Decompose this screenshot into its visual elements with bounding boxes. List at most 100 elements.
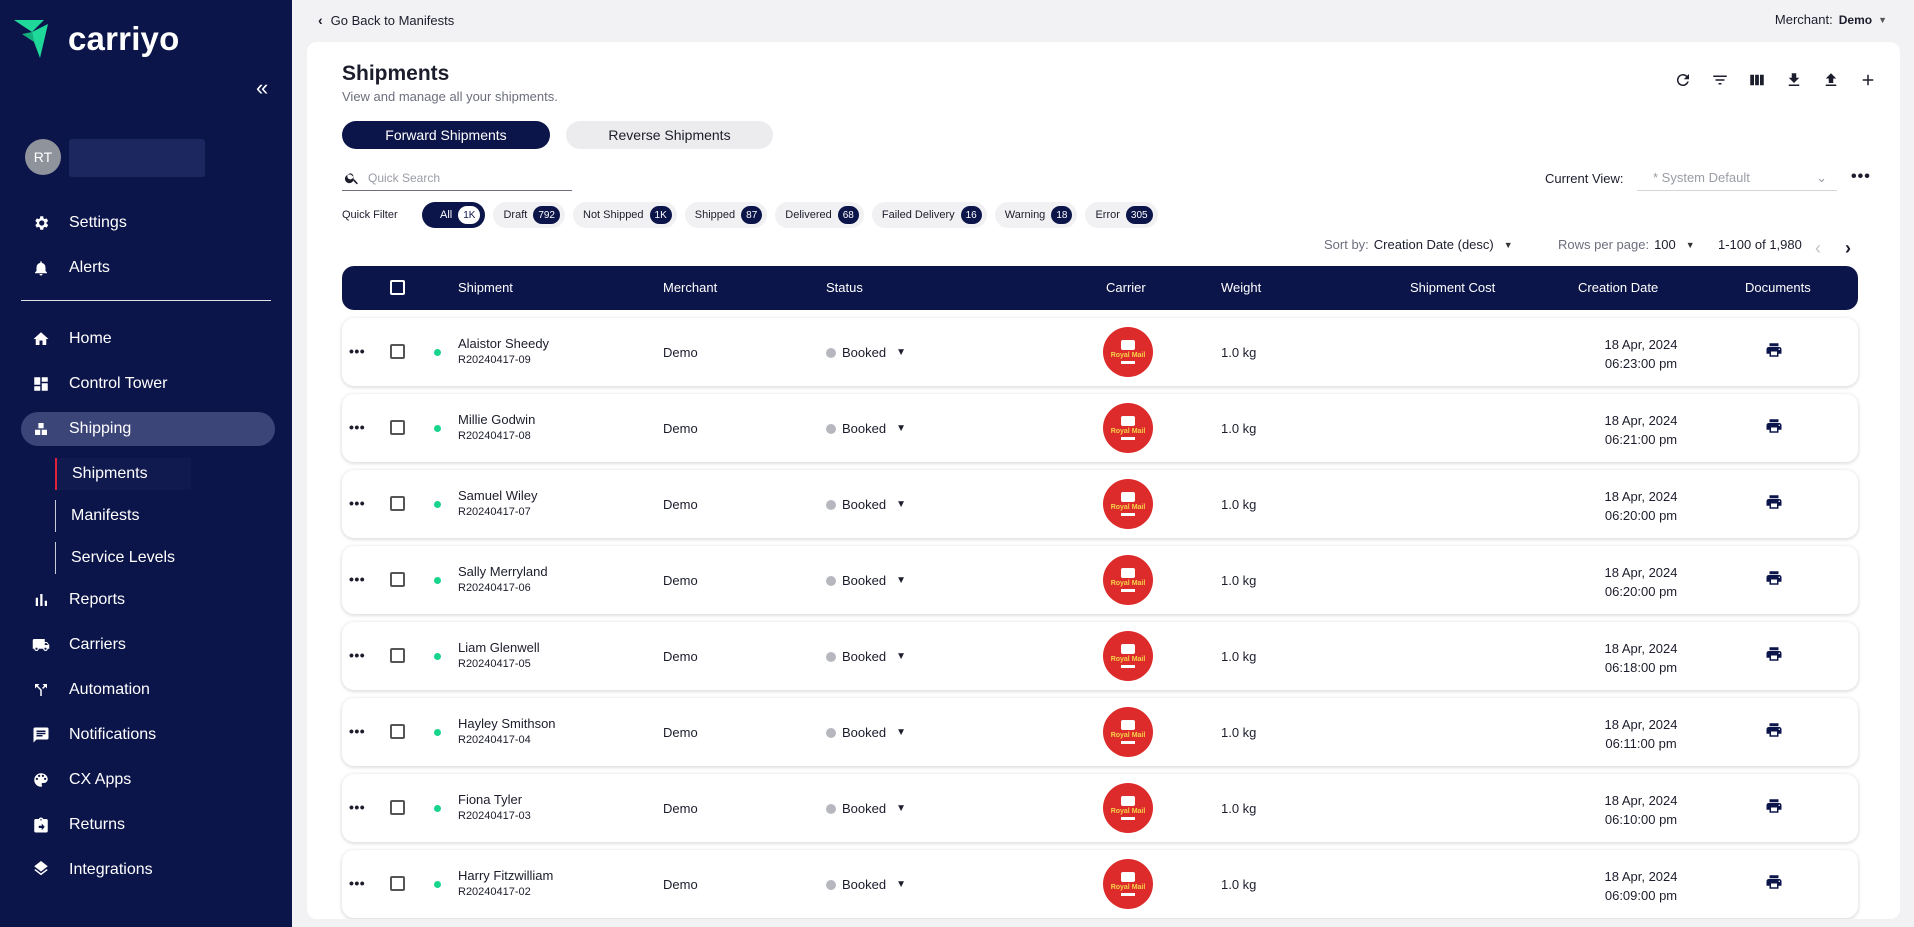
next-page-icon[interactable]: › (1845, 238, 1851, 258)
status-dropdown[interactable]: Booked ▼ (826, 801, 906, 816)
print-icon[interactable] (1765, 797, 1785, 817)
sort-selector[interactable]: Sort by: Creation Date (desc) ▼ (1324, 237, 1513, 252)
user-name-box[interactable] (69, 139, 205, 177)
table-row[interactable]: ••• Fiona Tyler R20240417-03 Demo Booked… (342, 774, 1858, 842)
sidebar-item-control-tower[interactable]: Control Tower (21, 367, 275, 401)
current-view-select[interactable]: * System Default ⌄ (1637, 165, 1837, 191)
print-icon[interactable] (1765, 569, 1785, 589)
column-header-documents[interactable]: Documents (1745, 280, 1811, 295)
row-more-icon[interactable]: ••• (349, 875, 366, 891)
column-header-merchant[interactable]: Merchant (663, 280, 718, 295)
status-dropdown[interactable]: Booked ▼ (826, 345, 906, 360)
tab-reverse-shipments[interactable]: Reverse Shipments (566, 121, 773, 149)
column-header-creation-date[interactable]: Creation Date (1578, 280, 1659, 295)
status-dropdown[interactable]: Booked ▼ (826, 497, 906, 512)
tab-forward-shipments[interactable]: Forward Shipments (342, 121, 550, 149)
row-checkbox[interactable] (390, 648, 405, 663)
sidebar-item-notifications[interactable]: Notifications (21, 718, 275, 752)
shipment-customer-name[interactable]: Samuel Wiley (458, 488, 538, 503)
row-more-icon[interactable]: ••• (349, 723, 366, 739)
table-row[interactable]: ••• Liam Glenwell R20240417-05 Demo Book… (342, 622, 1858, 690)
sidebar-subitem-shipments[interactable]: Shipments (55, 458, 191, 490)
print-icon[interactable] (1765, 493, 1785, 513)
columns-icon[interactable] (1747, 70, 1767, 90)
sidebar-item-home[interactable]: Home (21, 322, 275, 356)
print-icon[interactable] (1765, 721, 1785, 741)
sidebar-item-shipping[interactable]: Shipping (21, 412, 275, 446)
row-more-icon[interactable]: ••• (349, 571, 366, 587)
filter-chip-delivered[interactable]: Delivered 68 (775, 202, 864, 228)
collapse-sidebar-icon[interactable]: « (256, 75, 269, 100)
sidebar-subitem-service-levels[interactable]: Service Levels (55, 542, 191, 574)
sidebar-item-returns[interactable]: Returns (21, 808, 275, 842)
table-row[interactable]: ••• Samuel Wiley R20240417-07 Demo Booke… (342, 470, 1858, 538)
print-icon[interactable] (1765, 417, 1785, 437)
row-checkbox[interactable] (390, 572, 405, 587)
shipment-customer-name[interactable]: Fiona Tyler (458, 792, 523, 807)
rows-per-page-selector[interactable]: Rows per page: 100 ▼ (1558, 237, 1695, 252)
sidebar-item-settings[interactable]: Settings (21, 206, 275, 240)
filter-icon[interactable] (1710, 70, 1730, 90)
row-checkbox[interactable] (390, 344, 405, 359)
status-dropdown[interactable]: Booked ▼ (826, 725, 906, 740)
column-header-status[interactable]: Status (826, 280, 863, 295)
table-row[interactable]: ••• Millie Godwin R20240417-08 Demo Book… (342, 394, 1858, 462)
table-row[interactable]: ••• Alaistor Sheedy R20240417-09 Demo Bo… (342, 318, 1858, 386)
shipment-customer-name[interactable]: Alaistor Sheedy (458, 336, 550, 351)
sidebar-item-integrations[interactable]: Integrations (21, 853, 275, 887)
row-more-icon[interactable]: ••• (349, 343, 366, 359)
filter-chip-draft[interactable]: Draft 792 (493, 202, 565, 228)
row-more-icon[interactable]: ••• (349, 647, 366, 663)
shipment-customer-name[interactable]: Liam Glenwell (458, 640, 540, 655)
column-header-carrier[interactable]: Carrier (1106, 280, 1146, 295)
sidebar-item-reports[interactable]: Reports (21, 583, 275, 617)
sidebar-item-carriers[interactable]: Carriers (21, 628, 275, 662)
row-checkbox[interactable] (390, 800, 405, 815)
filter-chip-all[interactable]: All 1K (422, 202, 486, 228)
back-to-manifests-link[interactable]: ‹ Go Back to Manifests (318, 12, 454, 28)
print-icon[interactable] (1765, 645, 1785, 665)
status-dropdown[interactable]: Booked ▼ (826, 649, 906, 664)
sidebar-item-automation[interactable]: Automation (21, 673, 275, 707)
avatar[interactable]: RT (25, 139, 61, 175)
filter-chip-warning[interactable]: Warning 18 (994, 202, 1078, 228)
shipment-customer-name[interactable]: Harry Fitzwilliam (458, 868, 554, 883)
row-more-icon[interactable]: ••• (349, 799, 366, 815)
status-dropdown[interactable]: Booked ▼ (826, 877, 906, 892)
table-row[interactable]: ••• Harry Fitzwilliam R20240417-02 Demo … (342, 850, 1858, 918)
status-dropdown[interactable]: Booked ▼ (826, 573, 906, 588)
filter-chip-shipped[interactable]: Shipped 87 (684, 202, 768, 228)
sidebar-item-alerts[interactable]: Alerts (21, 251, 275, 285)
filter-chip-not-shipped[interactable]: Not Shipped 1K (573, 202, 677, 228)
row-checkbox[interactable] (390, 420, 405, 435)
download-icon[interactable] (1784, 70, 1804, 90)
merchant-selector[interactable]: Merchant: Demo ▼ (1775, 12, 1887, 27)
print-icon[interactable] (1765, 873, 1785, 893)
filter-chip-error[interactable]: Error 305 (1085, 202, 1158, 228)
column-header-shipment-cost[interactable]: Shipment Cost (1410, 280, 1496, 295)
row-checkbox[interactable] (390, 724, 405, 739)
refresh-icon[interactable] (1673, 70, 1693, 90)
upload-icon[interactable] (1821, 70, 1841, 90)
sidebar-item-cx-apps[interactable]: CX Apps (21, 763, 275, 797)
filter-chip-failed-delivery[interactable]: Failed Delivery 16 (871, 202, 987, 228)
row-more-icon[interactable]: ••• (349, 419, 366, 435)
table-row[interactable]: ••• Hayley Smithson R20240417-04 Demo Bo… (342, 698, 1858, 766)
row-more-icon[interactable]: ••• (349, 495, 366, 511)
column-header-shipment[interactable]: Shipment (458, 280, 513, 295)
sidebar-subitem-manifests[interactable]: Manifests (55, 500, 191, 532)
table-row[interactable]: ••• Sally Merryland R20240417-06 Demo Bo… (342, 546, 1858, 614)
row-checkbox[interactable] (390, 876, 405, 891)
print-icon[interactable] (1765, 341, 1785, 361)
shipment-customer-name[interactable]: Sally Merryland (458, 564, 548, 579)
column-header-weight[interactable]: Weight (1221, 280, 1262, 295)
shipment-customer-name[interactable]: Hayley Smithson (458, 716, 556, 731)
row-checkbox[interactable] (390, 496, 405, 511)
prev-page-icon[interactable]: ‹ (1815, 238, 1821, 258)
view-options-more-icon[interactable]: ••• (1851, 168, 1871, 185)
select-all-checkbox[interactable] (390, 280, 405, 295)
search-input[interactable] (368, 170, 558, 185)
status-dropdown[interactable]: Booked ▼ (826, 421, 906, 436)
shipment-customer-name[interactable]: Millie Godwin (458, 412, 536, 427)
add-icon[interactable] (1858, 70, 1878, 90)
